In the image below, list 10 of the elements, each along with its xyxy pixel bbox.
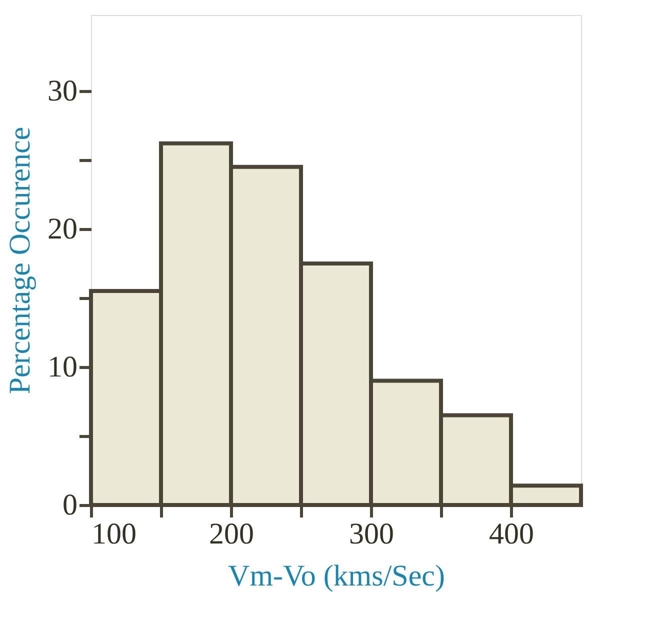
x-tick-label: 200 [209, 518, 254, 550]
y-tick-label: 30 [48, 74, 78, 108]
x-tick-label: 300 [349, 518, 394, 550]
y-tick-label: 20 [48, 212, 78, 246]
y-axis-title: Percentage Occurence [4, 126, 36, 394]
x-tick-label: 400 [489, 518, 534, 550]
y-tick-label: 0 [62, 488, 78, 522]
x-axis-title: Vm-Vo (kms/Sec) [228, 560, 445, 592]
y-tick-label: 10 [48, 350, 78, 384]
x-tick-label: 100 [92, 518, 136, 550]
